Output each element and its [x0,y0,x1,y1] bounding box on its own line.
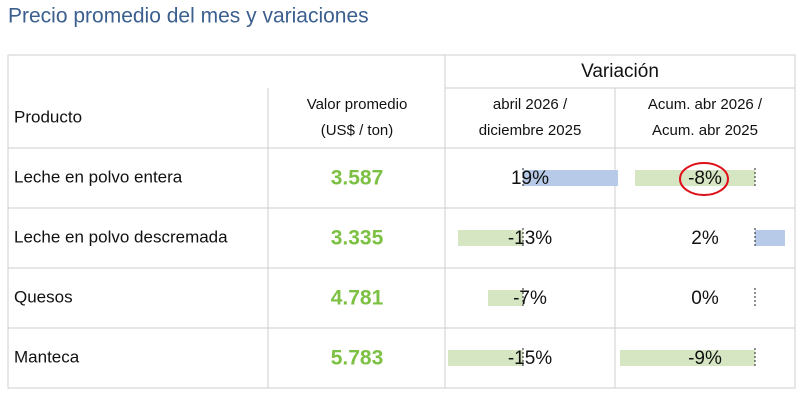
price-value: 5.783 [331,347,384,370]
column-header: Acum. abr 2026 / [648,96,763,113]
column-header: diciembre 2025 [479,122,582,139]
product-name: Manteca [14,347,80,366]
price-value: 3.335 [331,227,384,250]
data-bar [755,230,785,246]
highlight-circle [679,162,729,196]
table-body: 19% -8% Leche en polvo entera 3.587 -13% 2% Le… [14,167,785,370]
data-bar [635,170,755,186]
variation-value: -9% [688,348,722,369]
group-header: Variación [581,61,659,82]
column-header: Producto [14,107,82,126]
data-bar [523,170,618,186]
variation-value: 2% [691,228,719,249]
product-name: Quesos [14,287,73,306]
table-border [7,54,796,389]
product-name: Leche en polvo entera [14,167,183,186]
variation-value: -7% [513,288,547,309]
variation-value: -15% [508,348,552,369]
data-bar [620,350,755,366]
column-header: Acum. abr 2025 [652,122,758,139]
variation-value: 19% [511,168,549,189]
price-value: 4.781 [331,287,384,310]
variation-value: -13% [508,228,552,249]
data-bar [448,350,523,366]
data-bar [458,230,523,246]
page-title: Precio promedio del mes y variaciones [8,5,369,28]
variation-value: -8% [688,168,722,189]
column-header: (US$ / ton) [321,122,394,139]
variation-value: 0% [691,288,719,309]
product-name: Leche en polvo descremada [14,227,228,246]
column-header: abril 2026 / [493,96,568,113]
column-header: Valor promedio [307,96,408,113]
price-value: 3.587 [331,167,384,190]
data-bar [488,290,523,306]
